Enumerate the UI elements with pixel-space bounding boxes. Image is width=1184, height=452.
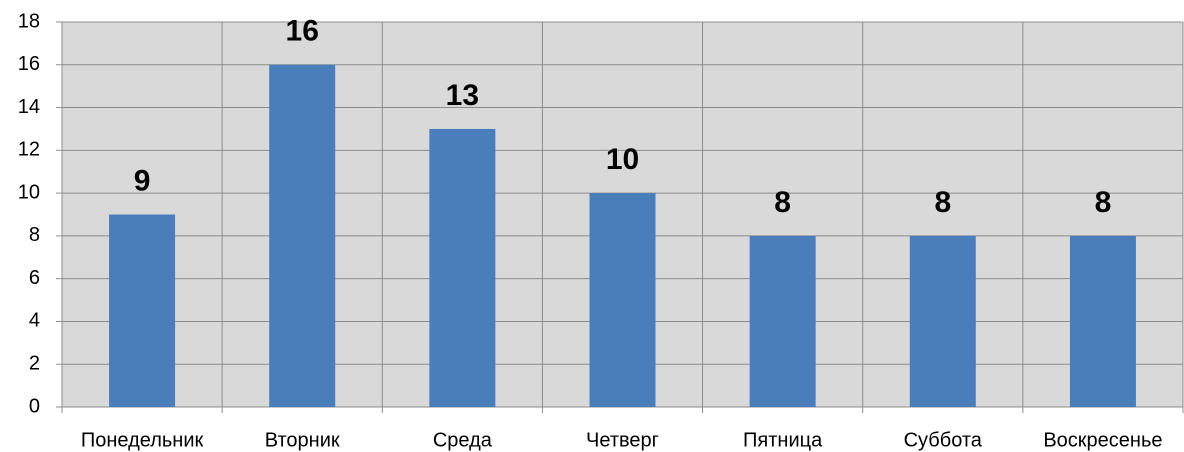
bar [429,128,496,407]
x-tick-label: Пятница [743,429,823,451]
data-label: 8 [934,186,951,219]
data-label: 13 [446,79,479,112]
y-tick-label: 10 [18,181,40,203]
bar [109,214,176,407]
data-label: 8 [1095,186,1112,219]
y-tick-label: 8 [29,224,40,246]
data-label: 10 [606,143,639,176]
y-tick-label: 6 [29,267,40,289]
x-tick-label: Воскресенье [1043,429,1162,451]
x-tick-label: Среда [433,429,493,451]
y-tick-label: 4 [29,310,40,332]
x-tick-label: Понедельник [81,429,204,451]
bar [269,64,336,408]
data-label: 9 [134,164,151,197]
y-tick-label: 2 [29,353,40,375]
x-tick-label: Четверг [586,429,659,451]
bar [749,235,816,407]
bar [1069,235,1136,407]
y-tick-label: 12 [18,139,40,161]
data-label: 16 [286,15,319,48]
y-tick-label: 0 [29,395,40,417]
y-tick-label: 18 [18,10,40,32]
bar [909,235,976,407]
y-tick-label: 16 [18,53,40,75]
y-tick-label: 14 [18,96,40,118]
bar [589,193,656,407]
x-tick-label: Вторник [265,429,340,451]
data-label: 8 [774,186,791,219]
x-tick-label: Суббота [904,429,983,451]
